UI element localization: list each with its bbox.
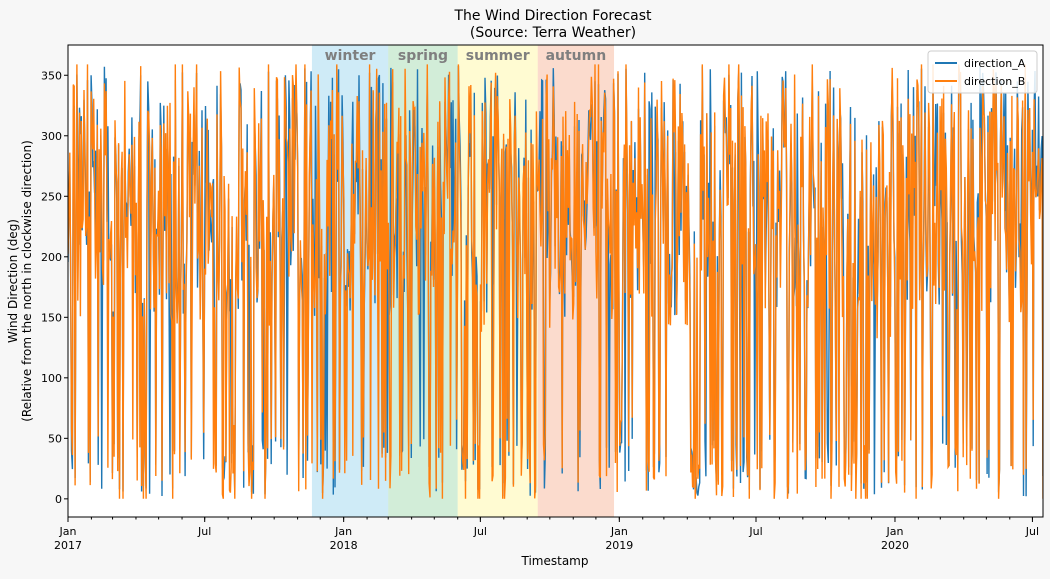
x-tick-label: Jan <box>885 525 903 538</box>
x-tick-label: Jan <box>59 525 77 538</box>
season-label-winter: winter <box>325 48 376 64</box>
season-label-spring: spring <box>398 48 448 64</box>
chart-subtitle: (Source: Terra Weather) <box>470 25 636 41</box>
y-tick-label: 200 <box>41 251 62 264</box>
x-tick-year-label: 2017 <box>54 539 82 552</box>
x-tick-label: Jul <box>1025 525 1039 538</box>
y-axis-label: Wind Direction (deg) <box>6 219 20 343</box>
y-tick-label: 0 <box>55 493 62 506</box>
legend-label-direction_A: direction_A <box>964 57 1026 70</box>
x-tick-year-label: 2018 <box>330 539 358 552</box>
x-tick-label: Jan <box>610 525 628 538</box>
legend: direction_A direction_B <box>927 50 1038 94</box>
y-axis: 0 50 100 150 200 250 300 350 <box>41 69 68 506</box>
y-tick-label: 300 <box>41 130 62 143</box>
x-tick-label: Jan <box>334 525 352 538</box>
season-label-summer: summer <box>466 48 530 64</box>
legend-label-direction_B: direction_B <box>964 75 1025 88</box>
y-tick-label: 50 <box>48 432 62 445</box>
x-tick-label: Jul <box>748 525 762 538</box>
season-label-autumn: autumn <box>546 48 607 64</box>
x-tick-label: Jul <box>197 525 211 538</box>
y-tick-label: 150 <box>41 311 62 324</box>
chart-title: The Wind Direction Forecast <box>453 8 652 24</box>
x-tick-year-label: 2020 <box>881 539 909 552</box>
plot-frame <box>67 44 1044 518</box>
y-tick-label: 350 <box>41 69 62 82</box>
y-axis-sublabel: (Relative from the north in clockwise di… <box>20 140 34 422</box>
y-tick-label: 250 <box>41 190 62 203</box>
legend-box <box>927 50 1038 94</box>
y-tick-label: 100 <box>41 372 62 385</box>
series-lines <box>68 64 1043 499</box>
x-tick-year-label: 2019 <box>605 539 633 552</box>
season-labels: winter spring summer autumn <box>325 48 607 64</box>
x-axis-label: Timestamp <box>521 554 589 568</box>
series-line-direction-b <box>68 64 1043 499</box>
x-tick-label: Jul <box>473 525 487 538</box>
